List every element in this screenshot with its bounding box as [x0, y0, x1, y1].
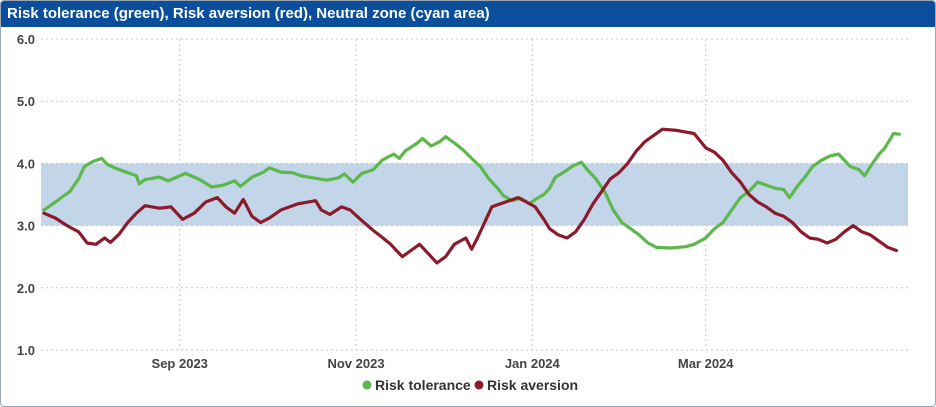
y-tick-label: 4.0: [17, 156, 35, 171]
x-tick-label: Nov 2023: [327, 356, 384, 371]
legend-label: Risk tolerance: [375, 377, 471, 393]
legend-marker: [474, 380, 484, 390]
y-tick-label: 5.0: [17, 94, 35, 109]
x-tick-label: Sep 2023: [152, 356, 208, 371]
chart-title: Risk tolerance (green), Risk aversion (r…: [1, 1, 935, 27]
y-tick-label: 1.0: [17, 343, 35, 358]
y-tick-label: 3.0: [17, 219, 35, 234]
neutral-zone-band: [41, 163, 908, 226]
series-line-risk-tolerance: [42, 131, 901, 250]
legend-marker: [362, 380, 372, 390]
y-tick-label: 2.0: [17, 281, 35, 296]
x-tick-label: Jan 2024: [505, 356, 561, 371]
y-tick-label: 6.0: [17, 32, 35, 47]
legend-label: Risk aversion: [487, 377, 578, 393]
x-tick-label: Mar 2024: [678, 356, 734, 371]
series-line-risk-aversion: [42, 127, 898, 265]
